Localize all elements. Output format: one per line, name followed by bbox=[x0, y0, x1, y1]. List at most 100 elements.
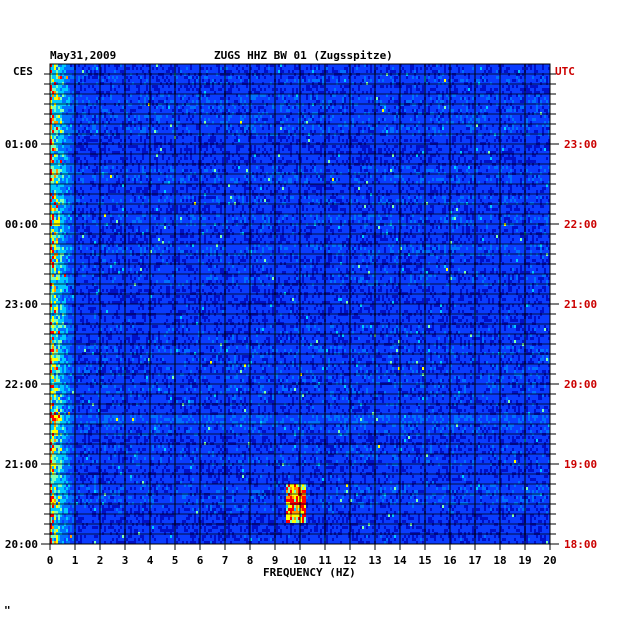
spectrogram-cell bbox=[450, 91, 452, 94]
spectrogram-cell bbox=[130, 64, 132, 67]
spectrogram-cell bbox=[88, 94, 90, 97]
spectrogram-cell bbox=[334, 88, 336, 91]
spectrogram-cell bbox=[110, 115, 112, 118]
spectrogram-cell bbox=[252, 76, 254, 79]
spectrogram-cell bbox=[266, 70, 268, 73]
spectrogram-cell bbox=[358, 70, 360, 73]
spectrogram-cell bbox=[94, 121, 96, 124]
spectrogram-cell bbox=[368, 88, 370, 91]
spectrogram-cell bbox=[94, 76, 96, 79]
spectrogram-cell bbox=[120, 97, 122, 100]
spectrogram-cell bbox=[506, 118, 508, 121]
spectrogram-cell bbox=[382, 85, 384, 88]
spectrogram-cell bbox=[506, 115, 508, 118]
spectrogram-cell bbox=[408, 91, 410, 94]
spectrogram-cell bbox=[530, 106, 532, 109]
spectrogram-cell bbox=[504, 100, 506, 103]
spectrogram-cell bbox=[390, 91, 392, 94]
spectrogram-cell bbox=[294, 70, 296, 73]
spectrogram-cell bbox=[154, 79, 156, 82]
spectrogram-cell bbox=[416, 85, 418, 88]
spectrogram-cell bbox=[406, 64, 408, 67]
spectrogram-cell bbox=[508, 70, 510, 73]
spectrogram-cell bbox=[334, 109, 336, 112]
spectrogram-cell bbox=[472, 121, 474, 124]
spectrogram-cell bbox=[162, 76, 164, 79]
spectrogram-cell bbox=[240, 109, 242, 112]
spectrogram-cell bbox=[348, 94, 350, 97]
spectrogram-cell bbox=[296, 67, 298, 70]
spectrogram-cell bbox=[336, 115, 338, 118]
spectrogram-cell bbox=[458, 112, 460, 115]
spectrogram-cell bbox=[388, 106, 390, 109]
spectrogram-cell bbox=[508, 109, 510, 112]
spectrogram-cell bbox=[298, 91, 300, 94]
spectrogram-cell bbox=[100, 76, 102, 79]
spectrogram-cell bbox=[210, 88, 212, 91]
spectrogram-cell bbox=[208, 100, 210, 103]
spectrogram-cell bbox=[318, 91, 320, 94]
spectrogram-cell bbox=[204, 118, 206, 121]
spectrogram-cell bbox=[114, 85, 116, 88]
spectrogram-cell bbox=[460, 79, 462, 82]
spectrogram-cell bbox=[542, 118, 544, 121]
spectrogram-cell bbox=[136, 94, 138, 97]
spectrogram-cell bbox=[82, 112, 84, 115]
spectrogram-cell bbox=[304, 67, 306, 70]
spectrogram-cell bbox=[222, 100, 224, 103]
spectrogram-cell bbox=[270, 94, 272, 97]
spectrogram-cell bbox=[216, 64, 218, 67]
spectrogram-cell bbox=[314, 100, 316, 103]
spectrogram-cell bbox=[442, 64, 444, 67]
spectrogram-cell bbox=[526, 82, 528, 85]
spectrogram-cell bbox=[246, 70, 248, 73]
spectrogram-cell bbox=[492, 109, 494, 112]
spectrogram-cell bbox=[314, 70, 316, 73]
spectrogram-cell bbox=[454, 64, 456, 67]
spectrogram-cell bbox=[300, 91, 302, 94]
spectrogram-cell bbox=[234, 88, 236, 91]
spectrogram-cell bbox=[366, 70, 368, 73]
spectrogram-cell bbox=[60, 109, 62, 112]
spectrogram-cell bbox=[236, 121, 238, 124]
spectrogram-cell bbox=[194, 106, 196, 109]
spectrogram-cell bbox=[464, 73, 466, 76]
spectrogram-cell bbox=[58, 118, 60, 121]
spectrogram-cell bbox=[210, 112, 212, 115]
spectrogram-cell bbox=[172, 118, 174, 121]
spectrogram-cell bbox=[314, 94, 316, 97]
spectrogram-cell bbox=[262, 109, 264, 112]
spectrogram-cell bbox=[450, 103, 452, 106]
spectrogram-cell bbox=[380, 85, 382, 88]
spectrogram-cell bbox=[76, 112, 78, 115]
spectrogram-cell bbox=[182, 88, 184, 91]
spectrogram-cell bbox=[210, 94, 212, 97]
spectrogram-cell bbox=[160, 115, 162, 118]
spectrogram-cell bbox=[426, 94, 428, 97]
spectrogram-cell bbox=[350, 70, 352, 73]
spectrogram-cell bbox=[398, 121, 400, 124]
spectrogram-cell bbox=[88, 79, 90, 82]
spectrogram-cell bbox=[328, 91, 330, 94]
spectrogram-cell bbox=[214, 88, 216, 91]
spectrogram-cell bbox=[230, 73, 232, 76]
spectrogram-cell bbox=[260, 70, 262, 73]
spectrogram-cell bbox=[256, 100, 258, 103]
spectrogram-cell bbox=[426, 70, 428, 73]
spectrogram-cell bbox=[414, 70, 416, 73]
spectrogram-cell bbox=[340, 88, 342, 91]
spectrogram-cell bbox=[310, 91, 312, 94]
spectrogram-cell bbox=[322, 73, 324, 76]
spectrogram-cell bbox=[112, 64, 114, 67]
spectrogram-cell bbox=[318, 64, 320, 67]
spectrogram-cell bbox=[316, 88, 318, 91]
spectrogram-cell bbox=[230, 67, 232, 70]
spectrogram-cell bbox=[546, 103, 548, 106]
spectrogram-cell bbox=[330, 103, 332, 106]
spectrogram-cell bbox=[146, 112, 148, 115]
spectrogram-cell bbox=[96, 67, 98, 70]
spectrogram-cell bbox=[88, 76, 90, 79]
spectrogram-cell bbox=[164, 103, 166, 106]
spectrogram-cell bbox=[142, 118, 144, 121]
spectrogram-cell bbox=[392, 85, 394, 88]
